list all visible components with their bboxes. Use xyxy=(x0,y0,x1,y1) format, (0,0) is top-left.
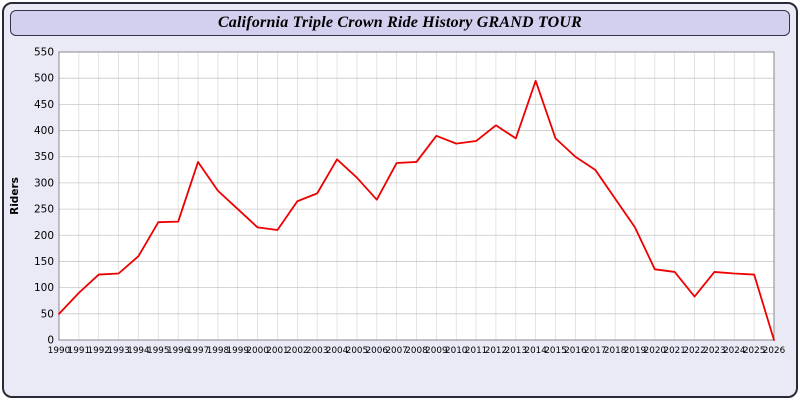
x-tick-label: 2021 xyxy=(663,346,685,356)
data-line-riders xyxy=(58,79,775,341)
x-tick-label: 2009 xyxy=(425,346,447,356)
x-tick-label: 2008 xyxy=(405,346,427,356)
x-tick-label: 1991 xyxy=(68,346,90,356)
y-tick-label: 450 xyxy=(34,99,54,111)
x-tick-label: 1998 xyxy=(207,346,229,356)
y-axis-title: Riders xyxy=(9,177,21,215)
y-tick-label: 200 xyxy=(34,230,54,242)
x-tick-label: 2004 xyxy=(326,346,349,356)
y-tick-label: 250 xyxy=(34,204,54,216)
y-tick-label: 150 xyxy=(34,256,54,268)
x-tick-label: 2010 xyxy=(445,346,468,356)
x-tick-label: 2007 xyxy=(385,346,407,356)
y-tick-label: 0 xyxy=(47,335,54,347)
x-tick-label: 2023 xyxy=(703,346,725,356)
x-tick-label: 2013 xyxy=(505,346,527,356)
x-tick-label: 2005 xyxy=(346,346,368,356)
y-tick-label: 50 xyxy=(41,308,54,320)
y-tick-label: 300 xyxy=(34,177,54,189)
x-tick-label: 2006 xyxy=(366,346,389,356)
y-tick-label: 400 xyxy=(34,125,54,137)
x-tick-label: 1999 xyxy=(227,346,249,356)
x-tick-label: 2011 xyxy=(465,346,487,356)
x-tick-label: 1994 xyxy=(127,346,150,356)
x-tick-label: 2014 xyxy=(524,346,547,356)
x-tick-label: 2026 xyxy=(763,346,786,356)
title-bar: California Triple Crown Ride History GRA… xyxy=(10,10,790,36)
x-tick-label: 1990 xyxy=(48,346,71,356)
y-tick-label: 550 xyxy=(34,47,54,59)
chart-area: 0 50 100 150 200 250 300 350 400 450 500 550 1990 199… xyxy=(4,40,796,396)
x-tick-label: 2022 xyxy=(683,346,705,356)
plot-border xyxy=(58,51,775,341)
x-tick-label: 1992 xyxy=(88,346,110,356)
x-tick-label: 2020 xyxy=(644,346,667,356)
x-tick-label: 1997 xyxy=(187,346,209,356)
x-tick-label: 1996 xyxy=(167,346,190,356)
y-tick-label: 100 xyxy=(34,282,54,294)
x-tick-label: 2012 xyxy=(485,346,507,356)
x-tick-label: 2001 xyxy=(266,346,288,356)
x-tick-label: 2000 xyxy=(246,346,269,356)
x-tick-label: 1993 xyxy=(107,346,129,356)
x-tick-label: 2016 xyxy=(564,346,587,356)
x-tick-label: 2015 xyxy=(544,346,566,356)
x-tick-label: 1995 xyxy=(147,346,169,356)
x-tick-label: 2002 xyxy=(286,346,308,356)
x-tick-label: 2024 xyxy=(723,346,746,356)
line-chart: 0501001502002503003504004505005501990199… xyxy=(9,47,786,357)
x-tick-label: 2025 xyxy=(743,346,765,356)
x-tick-label: 2017 xyxy=(584,346,606,356)
chart-title: California Triple Crown Ride History GRA… xyxy=(217,14,583,31)
x-tick-label: 2018 xyxy=(604,346,626,356)
x-tick-label: 2003 xyxy=(306,346,328,356)
y-tick-label: 500 xyxy=(34,73,54,85)
y-tick-label: 350 xyxy=(34,151,54,163)
x-tick-label: 2019 xyxy=(624,346,646,356)
